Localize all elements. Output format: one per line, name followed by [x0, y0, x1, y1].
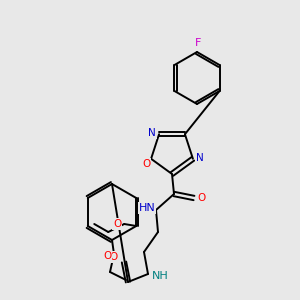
Text: O: O: [103, 251, 111, 261]
Text: NH: NH: [152, 271, 168, 281]
Text: O: O: [113, 219, 122, 229]
Text: N: N: [148, 128, 156, 138]
Text: O: O: [110, 252, 118, 262]
Text: O: O: [198, 193, 206, 203]
Text: N: N: [196, 153, 204, 163]
Text: HN: HN: [139, 203, 155, 213]
Text: F: F: [195, 38, 201, 48]
Text: O: O: [142, 159, 150, 169]
